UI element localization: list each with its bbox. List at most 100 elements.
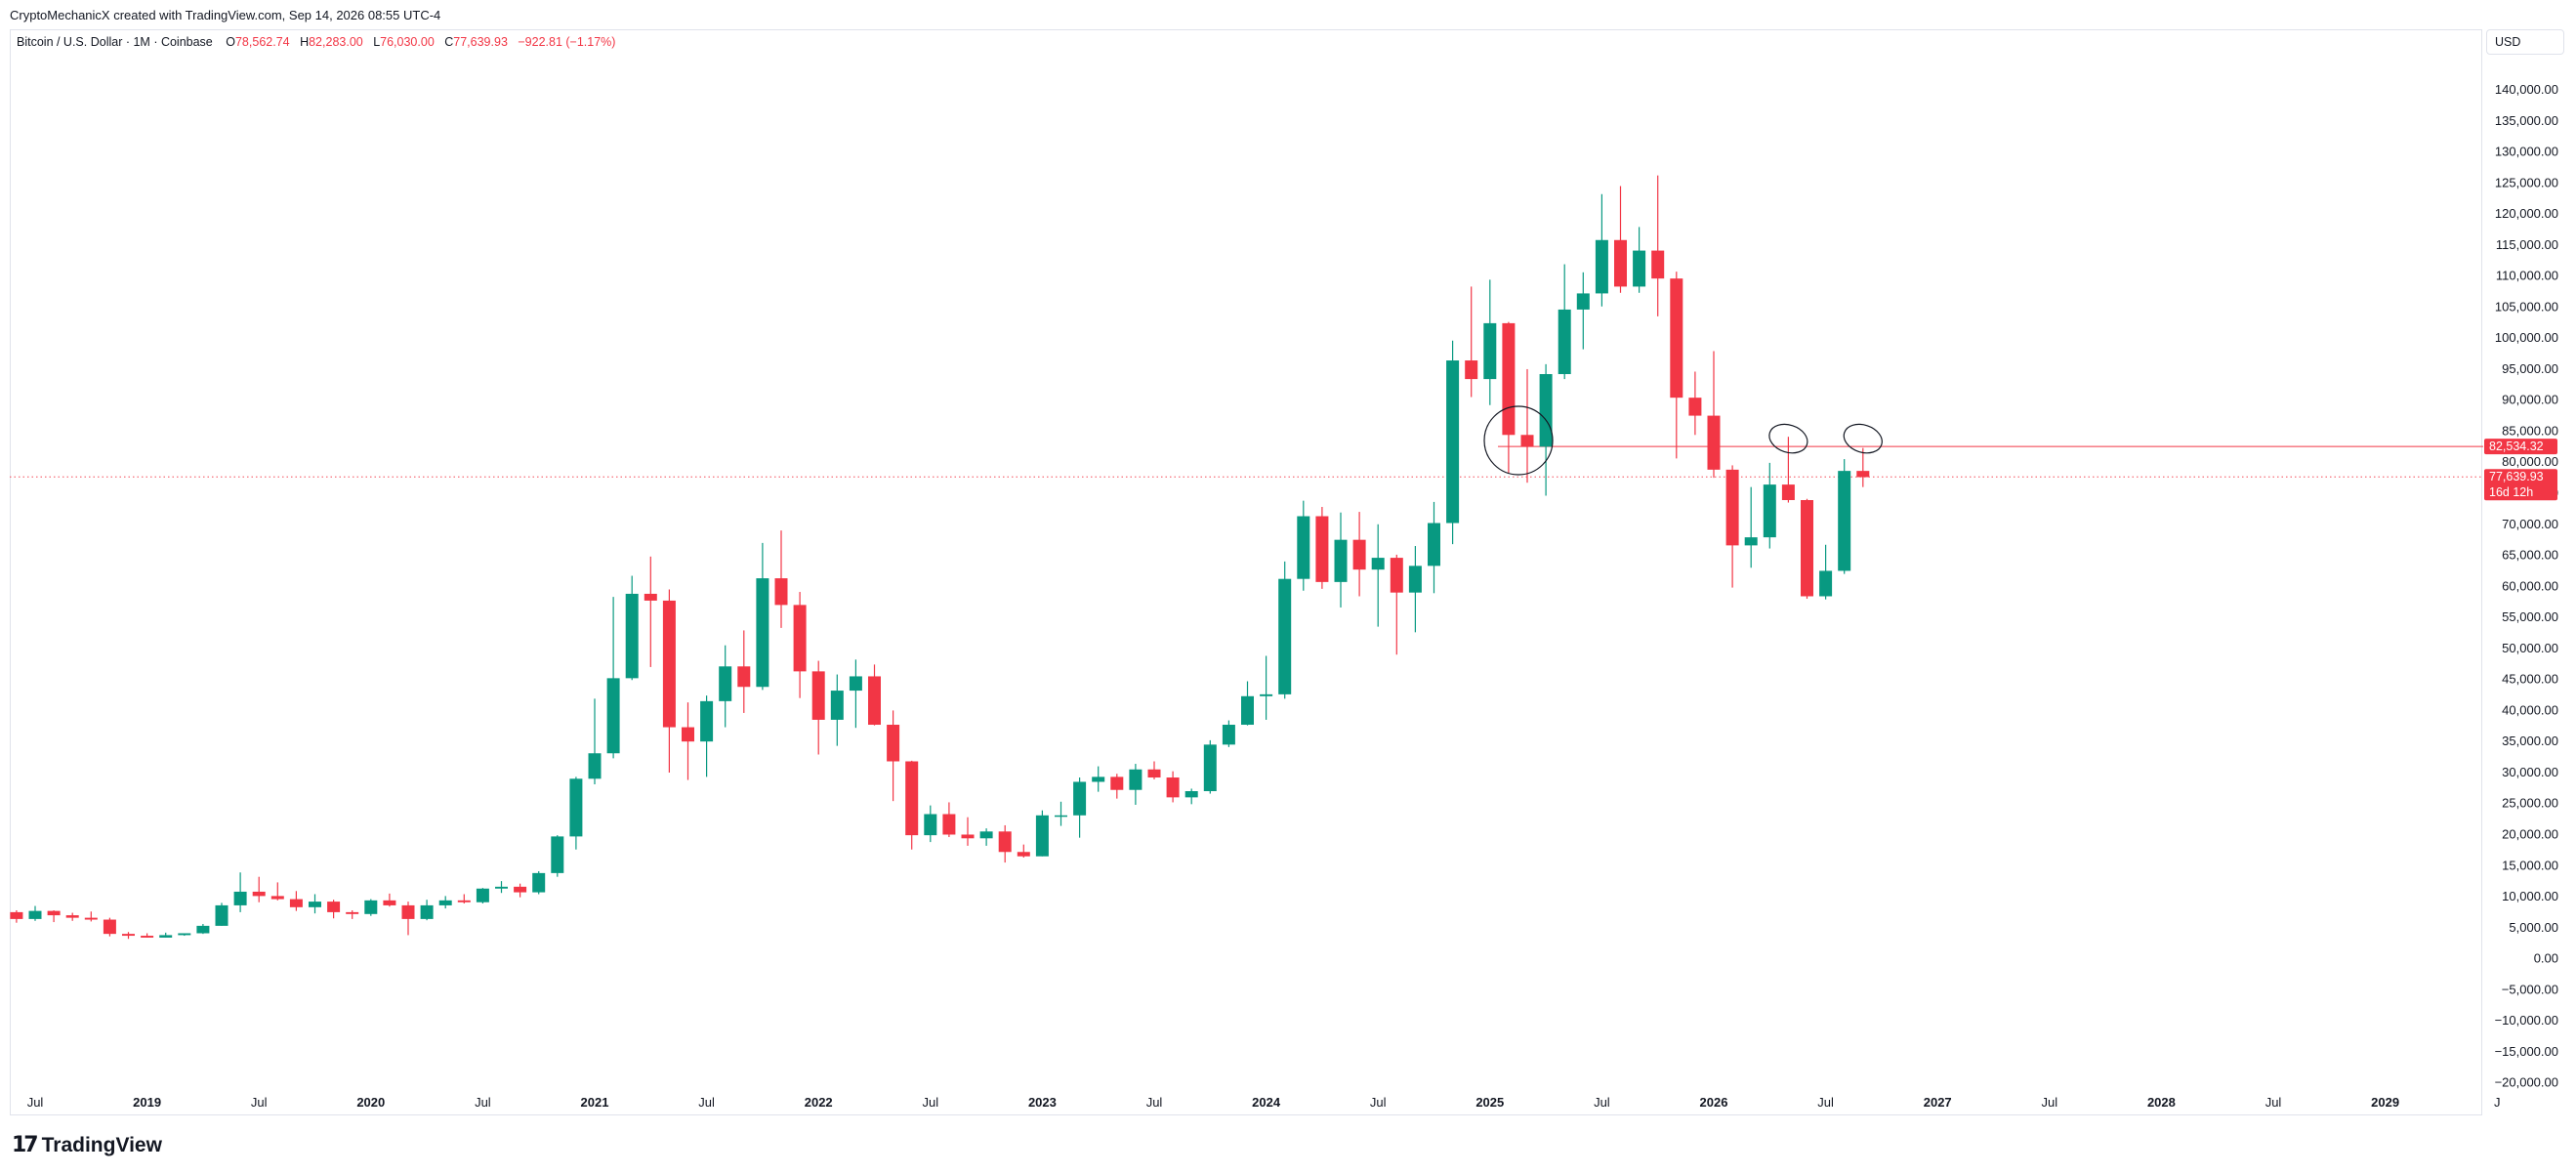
candle-body [662, 600, 676, 728]
ellipse-drawing[interactable] [1766, 420, 1811, 458]
candle [532, 870, 546, 895]
x-tick-label: Jul [698, 1095, 715, 1110]
candle [309, 894, 321, 914]
candle-body [979, 831, 993, 839]
x-axis-labels[interactable]: Jul 2019 Jul 2020 Jul 2021 Jul 2022 Jul 2023 Jul 20… [27, 1095, 2501, 1110]
currency-selector[interactable]: USD [2486, 29, 2564, 55]
candle-body [1315, 516, 1329, 582]
y-axis-labels[interactable]: 140,000.00 135,000.00 130,000.00 125,000.00… [2495, 82, 2558, 1090]
y-tick-label: 45,000.00 [2502, 672, 2558, 687]
y-tick-label: −20,000.00 [2495, 1075, 2558, 1090]
candle-body [1147, 769, 1161, 778]
candle [1334, 512, 1348, 608]
candle-body [532, 872, 546, 893]
x-tick-label: Jul [1146, 1095, 1163, 1110]
candle-body [1390, 558, 1403, 593]
candle-body [1203, 744, 1217, 792]
y-tick-label: 90,000.00 [2502, 393, 2558, 407]
tradingview-logo-icon: 17 [12, 1133, 39, 1157]
candle-body [644, 593, 657, 601]
tradingview-logo[interactable]: 17 TradingView [12, 1133, 162, 1157]
candle-body [942, 814, 956, 835]
x-tick-label: 2020 [356, 1095, 385, 1110]
candle [700, 695, 714, 777]
candle [849, 659, 862, 729]
y-tick-label: 55,000.00 [2502, 609, 2558, 624]
y-tick-label: 120,000.00 [2495, 206, 2558, 221]
y-tick-label: 35,000.00 [2502, 734, 2558, 748]
candle [1297, 500, 1310, 591]
y-tick-label: 70,000.00 [2502, 517, 2558, 531]
candle [588, 698, 602, 785]
candle-body [457, 900, 471, 902]
last-price-badge-label: 77,639.93 [2489, 470, 2544, 483]
candle [401, 902, 415, 936]
candle-body [1352, 539, 1366, 570]
chart-frame[interactable] [10, 29, 2482, 1115]
candle-body [1576, 293, 1590, 310]
candle-body [569, 778, 583, 837]
symbol-title[interactable]: Bitcoin / U.S. Dollar · 1M · Coinbase [17, 35, 213, 49]
candle [1371, 524, 1385, 627]
candle [719, 645, 732, 728]
candle [1576, 272, 1590, 350]
circle-drawing[interactable] [1483, 405, 1554, 476]
x-tick-label: 2024 [1252, 1095, 1281, 1110]
candle-body [1017, 852, 1030, 857]
candle [1614, 186, 1627, 293]
candle [10, 909, 23, 923]
y-tick-label: 50,000.00 [2502, 641, 2558, 655]
candle [1801, 498, 1813, 600]
candle [625, 575, 639, 681]
ellipse-drawing[interactable] [1840, 420, 1886, 458]
candle [1763, 462, 1776, 549]
price-badges: 82,534.32 77,639.93 16d 12h [2484, 439, 2557, 501]
candle-body [606, 678, 620, 754]
candle [1520, 368, 1534, 483]
candle [1688, 371, 1702, 436]
candle-body [1334, 539, 1348, 582]
candle-body [961, 834, 975, 839]
candle-body [1092, 776, 1105, 782]
candle-body [700, 700, 714, 742]
candle-body [811, 671, 825, 720]
candle-body [756, 578, 769, 688]
y-tick-label: 135,000.00 [2495, 113, 2558, 128]
y-tick-label: 10,000.00 [2502, 889, 2558, 903]
open-key: O [226, 35, 235, 49]
candle-body [625, 593, 639, 679]
candle [1483, 279, 1497, 405]
candle-body [793, 605, 807, 672]
candle [1147, 761, 1161, 779]
last-price-badge [2484, 469, 2557, 501]
candle-body [1222, 725, 1235, 745]
candle [1446, 340, 1460, 545]
candle-body [737, 666, 751, 688]
drawings[interactable] [1483, 405, 1886, 476]
candle [1465, 286, 1478, 398]
x-tick-label: Jul [2041, 1095, 2057, 1110]
candle [1725, 465, 1739, 588]
candle [1408, 546, 1422, 633]
y-tick-label: 65,000.00 [2502, 548, 2558, 563]
y-tick-label: 125,000.00 [2495, 175, 2558, 189]
candle-body [178, 933, 191, 936]
candle [383, 893, 396, 907]
candle [682, 702, 694, 780]
x-tick-label: 2019 [133, 1095, 161, 1110]
candle-body [1688, 398, 1702, 416]
candle-body [1241, 695, 1254, 726]
x-tick-label: 2028 [2147, 1095, 2176, 1110]
candle [1352, 512, 1366, 597]
candle-body [1633, 250, 1646, 287]
candle [364, 899, 378, 916]
candle-body [1278, 578, 1292, 694]
candle [1278, 561, 1292, 699]
candle [1241, 681, 1254, 726]
y-tick-label: 40,000.00 [2502, 702, 2558, 717]
x-tick-label: 2023 [1028, 1095, 1057, 1110]
x-tick-label: 2026 [1700, 1095, 1728, 1110]
y-tick-label: −15,000.00 [2495, 1044, 2558, 1059]
candle-body [1428, 523, 1440, 567]
